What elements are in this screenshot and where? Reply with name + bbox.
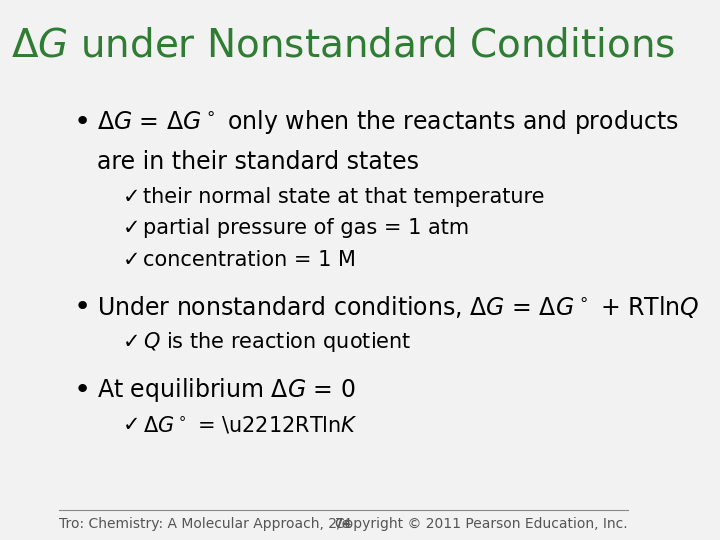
Text: $\Delta G$ = $\Delta G^\circ$ only when the reactants and products: $\Delta G$ = $\Delta G^\circ$ only when … (96, 107, 678, 136)
Text: ✓: ✓ (122, 415, 140, 435)
Text: $Q$ is the reaction quotient: $Q$ is the reaction quotient (143, 330, 412, 354)
Text: $\Delta G^\circ$ = \u2212RTln$K$: $\Delta G^\circ$ = \u2212RTln$K$ (143, 415, 358, 435)
Text: •: • (73, 293, 91, 321)
Text: their normal state at that temperature: their normal state at that temperature (143, 187, 544, 207)
Text: ✓: ✓ (122, 187, 140, 207)
Text: 74: 74 (335, 517, 352, 531)
Text: •: • (73, 107, 91, 136)
Text: At equilibrium $\Delta G$ = 0: At equilibrium $\Delta G$ = 0 (96, 376, 355, 404)
Text: ✓: ✓ (122, 249, 140, 270)
Text: ✓: ✓ (122, 218, 140, 239)
Text: Copyright © 2011 Pearson Education, Inc.: Copyright © 2011 Pearson Education, Inc. (336, 517, 628, 531)
Text: •: • (73, 376, 91, 404)
Text: Tro: Chemistry: A Molecular Approach, 2/e: Tro: Chemistry: A Molecular Approach, 2/… (59, 517, 350, 531)
Text: $\Delta G$ under Nonstandard Conditions: $\Delta G$ under Nonstandard Conditions (12, 27, 675, 65)
Text: partial pressure of gas = 1 atm: partial pressure of gas = 1 atm (143, 218, 469, 239)
Text: ✓: ✓ (122, 332, 140, 353)
Text: are in their standard states: are in their standard states (96, 150, 418, 174)
Text: concentration = 1 M: concentration = 1 M (143, 249, 356, 270)
Text: Under nonstandard conditions, $\Delta G$ = $\Delta G^\circ$ + RTln$Q$: Under nonstandard conditions, $\Delta G$… (96, 294, 699, 320)
